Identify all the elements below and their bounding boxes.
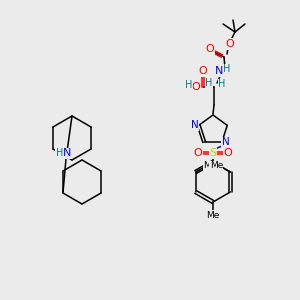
- Text: H: H: [218, 79, 226, 89]
- Text: O: O: [194, 148, 202, 158]
- Text: O: O: [206, 44, 214, 54]
- Text: O: O: [226, 39, 234, 49]
- Text: O: O: [199, 66, 207, 76]
- Text: H: H: [56, 148, 63, 158]
- Text: H: H: [223, 64, 231, 74]
- Text: Me: Me: [210, 161, 223, 170]
- Text: N: N: [215, 66, 223, 76]
- Text: O: O: [192, 82, 200, 92]
- Text: Me: Me: [206, 211, 220, 220]
- Text: N: N: [63, 148, 72, 158]
- Text: O: O: [224, 148, 232, 158]
- Text: S: S: [209, 148, 217, 158]
- Text: Me: Me: [203, 161, 216, 170]
- Text: N: N: [222, 137, 230, 147]
- Text: N: N: [191, 120, 199, 130]
- Text: H: H: [185, 80, 193, 90]
- Text: H: H: [205, 78, 213, 88]
